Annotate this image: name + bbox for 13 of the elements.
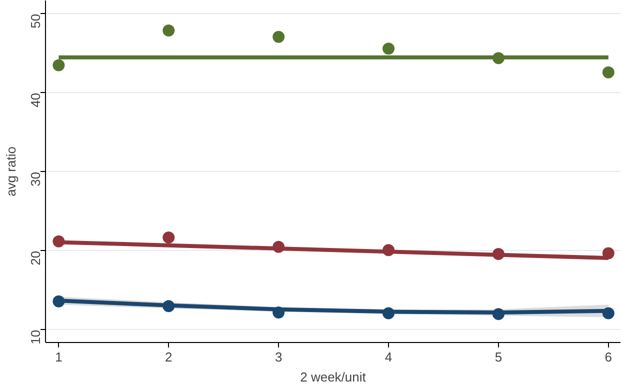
x-axis-title: 2 week/unit [300,370,366,384]
x-tick-label: 5 [494,350,502,364]
x-tick-label: 1 [55,350,62,364]
y-tick-label: 30 [28,172,43,186]
x-tick-label: 2 [165,350,172,364]
y-tick-label: 40 [28,92,43,108]
x-tick-label: 4 [384,350,392,364]
y-tick-label: 20 [28,250,43,266]
y-tick-label: 10 [28,330,43,344]
y-tick-label: 50 [28,14,43,28]
x-tick-label: 6 [604,350,612,364]
y-axis-title: avg ratio [4,146,18,196]
x-tick-label: 3 [274,350,282,364]
